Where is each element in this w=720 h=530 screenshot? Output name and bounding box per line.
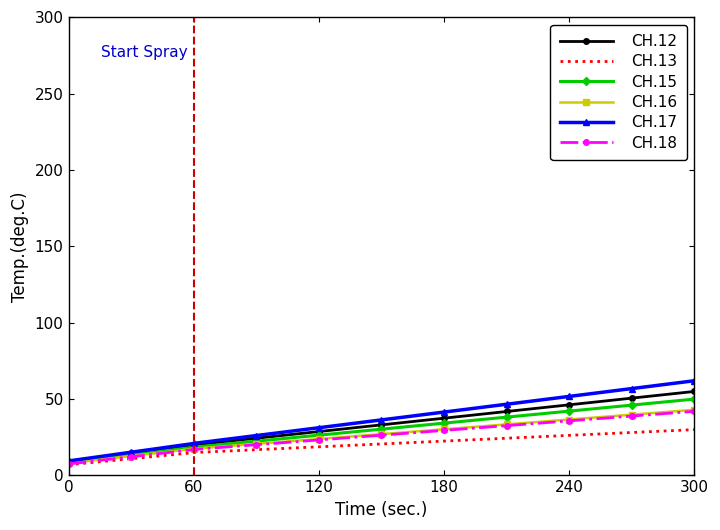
- Legend: CH.12, CH.13, CH.15, CH.16, CH.17, CH.18: CH.12, CH.13, CH.15, CH.16, CH.17, CH.18: [551, 25, 687, 160]
- CH.17: [313, 425, 322, 431]
- CH.18: [365, 433, 374, 439]
- CH.12: [189, 442, 197, 448]
- X-axis label: Time (sec.): Time (sec.): [336, 501, 428, 519]
- Line: CH.18: CH.18: [66, 409, 697, 467]
- CH.13: [662, 428, 670, 434]
- CH.17: [189, 440, 197, 447]
- CH.15: [365, 427, 374, 434]
- CH.15: [313, 432, 322, 438]
- CH.15: [189, 444, 197, 450]
- CH.17: [662, 381, 670, 387]
- CH.12: [313, 428, 322, 435]
- CH.13: [444, 438, 453, 444]
- CH.18: [662, 410, 670, 417]
- CH.16: [690, 407, 698, 413]
- CH.16: [444, 426, 453, 432]
- CH.12: [365, 423, 374, 429]
- CH.12: [271, 433, 280, 439]
- CH.18: [690, 408, 698, 414]
- CH.12: [444, 414, 453, 421]
- CH.15: [444, 420, 453, 426]
- CH.16: [365, 432, 374, 438]
- Line: CH.13: CH.13: [68, 430, 694, 465]
- CH.12: [690, 388, 698, 395]
- CH.12: [64, 458, 73, 465]
- CH.18: [64, 461, 73, 467]
- CH.16: [64, 460, 73, 466]
- CH.18: [313, 437, 322, 443]
- CH.16: [271, 439, 280, 446]
- Text: Start Spray: Start Spray: [101, 45, 187, 59]
- CH.16: [662, 409, 670, 415]
- Line: CH.17: CH.17: [65, 377, 698, 464]
- CH.15: [64, 460, 73, 466]
- CH.13: [313, 444, 322, 450]
- CH.13: [690, 427, 698, 433]
- CH.15: [690, 396, 698, 402]
- Line: CH.12: CH.12: [66, 388, 697, 464]
- CH.12: [662, 391, 670, 398]
- Line: CH.15: CH.15: [66, 396, 697, 465]
- CH.15: [662, 399, 670, 405]
- CH.15: [271, 436, 280, 443]
- CH.17: [64, 458, 73, 464]
- Y-axis label: Temp.(deg.C): Temp.(deg.C): [11, 191, 29, 302]
- CH.13: [64, 462, 73, 468]
- CH.13: [365, 441, 374, 448]
- CH.16: [189, 446, 197, 452]
- CH.17: [690, 377, 698, 384]
- CH.18: [189, 446, 197, 453]
- CH.18: [444, 427, 453, 433]
- CH.17: [271, 430, 280, 436]
- CH.17: [444, 408, 453, 414]
- CH.18: [271, 440, 280, 446]
- CH.16: [313, 436, 322, 442]
- CH.13: [189, 449, 197, 456]
- CH.13: [271, 446, 280, 452]
- CH.17: [365, 418, 374, 425]
- Line: CH.16: CH.16: [66, 407, 697, 466]
